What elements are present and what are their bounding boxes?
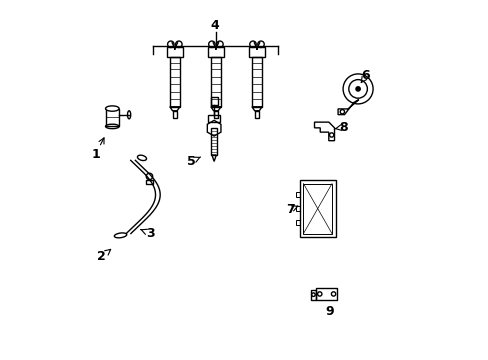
Text: 6: 6 xyxy=(361,69,369,82)
Text: 5: 5 xyxy=(186,155,195,168)
Text: 1: 1 xyxy=(91,148,100,161)
Bar xyxy=(299,180,335,237)
Bar xyxy=(310,290,316,300)
Bar xyxy=(166,47,183,57)
Bar xyxy=(210,97,217,105)
Bar xyxy=(295,206,299,211)
Bar xyxy=(251,57,262,107)
Bar xyxy=(316,288,336,300)
Bar xyxy=(207,115,220,122)
Text: 3: 3 xyxy=(146,227,155,240)
Bar xyxy=(295,220,299,225)
Bar xyxy=(169,57,180,107)
Bar xyxy=(207,47,224,57)
Bar xyxy=(210,57,221,107)
Text: 8: 8 xyxy=(339,121,347,134)
Text: 4: 4 xyxy=(210,19,219,32)
Bar xyxy=(172,111,177,118)
Bar xyxy=(211,128,217,155)
Ellipse shape xyxy=(105,106,119,111)
Bar xyxy=(248,47,264,57)
Bar xyxy=(145,180,153,184)
Text: 9: 9 xyxy=(325,305,333,318)
Bar xyxy=(295,192,299,197)
Text: 7: 7 xyxy=(285,203,294,216)
Bar xyxy=(213,111,218,118)
Circle shape xyxy=(355,87,360,91)
Bar xyxy=(105,109,119,126)
Bar xyxy=(303,184,331,234)
Bar xyxy=(254,111,259,118)
Text: 2: 2 xyxy=(97,250,106,263)
